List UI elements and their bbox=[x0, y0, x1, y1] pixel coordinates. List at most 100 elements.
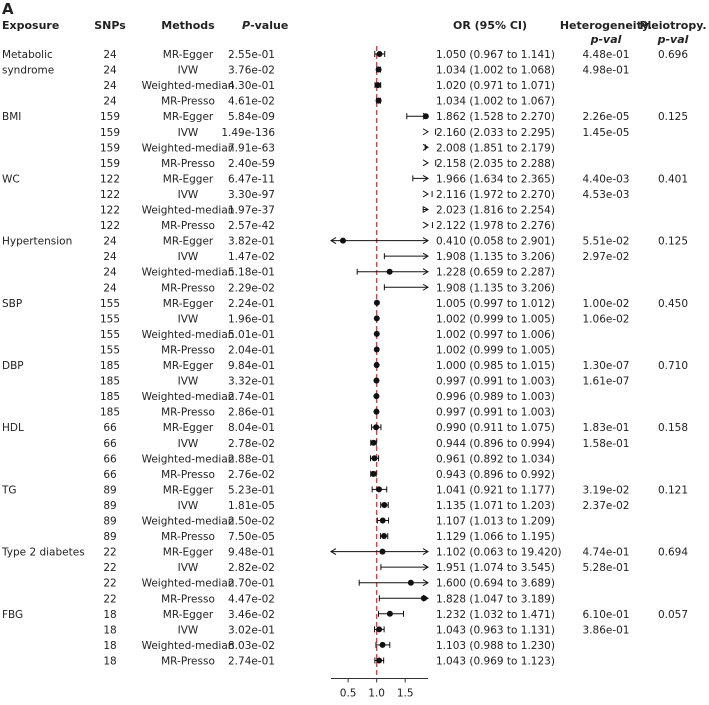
pvalue-cell: 2.70e-01 bbox=[228, 578, 275, 590]
ci-arrow-right bbox=[422, 190, 429, 198]
snps-cell: 24 bbox=[103, 65, 117, 77]
snps-cell: 66 bbox=[103, 453, 117, 465]
method-cell: Weighted-median bbox=[142, 267, 235, 279]
point-estimate bbox=[386, 268, 393, 275]
method-cell: IVW bbox=[178, 624, 199, 636]
pvalue-cell: 1.49e-136 bbox=[221, 127, 275, 139]
method-cell: MR-Egger bbox=[163, 173, 214, 185]
pvalue-cell: 3.02e-01 bbox=[228, 624, 275, 636]
snps-cell: 24 bbox=[103, 251, 117, 263]
exposure-label: Hypertension bbox=[2, 236, 72, 248]
method-cell: MR-Egger bbox=[163, 484, 214, 496]
method-cell: IVW bbox=[178, 65, 199, 77]
method-cell: MR-Egger bbox=[163, 298, 214, 310]
or-ci-cell: 1.002 (0.999 to 1.005) bbox=[436, 313, 555, 325]
method-cell: MR-Egger bbox=[163, 49, 214, 61]
heterogeneity-pval: 5.28e-01 bbox=[583, 562, 630, 574]
snps-cell: 66 bbox=[103, 438, 117, 450]
exposure-label: WC bbox=[2, 173, 20, 185]
method-cell: IVW bbox=[178, 438, 199, 450]
heterogeneity-pval: 1.61e-07 bbox=[583, 376, 630, 388]
snps-cell: 122 bbox=[100, 220, 120, 232]
header-pleiotropy-pval: p-val bbox=[657, 33, 689, 46]
snps-cell: 89 bbox=[103, 531, 116, 543]
point-estimate bbox=[373, 346, 380, 353]
header-exposure: Exposure bbox=[2, 19, 59, 32]
method-cell: Weighted-median bbox=[142, 453, 235, 465]
or-ci-cell: 1.050 (0.967 to 1.141) bbox=[436, 49, 555, 61]
pvalue-cell: 2.78e-02 bbox=[228, 438, 275, 450]
ci-arrow-right bbox=[422, 174, 429, 182]
header-heterogeneity-pval: p-val bbox=[590, 33, 622, 46]
heterogeneity-pval: 4.98e-01 bbox=[583, 65, 630, 77]
snps-cell: 24 bbox=[103, 49, 117, 61]
pvalue-cell: 7.91e-63 bbox=[228, 142, 275, 154]
snps-cell: 18 bbox=[103, 640, 116, 652]
snps-cell: 18 bbox=[103, 609, 116, 621]
method-cell: MR-Presso bbox=[161, 282, 215, 294]
method-cell: MR-Egger bbox=[163, 422, 214, 434]
pvalue-cell: 2.88e-01 bbox=[228, 453, 275, 465]
snps-cell: 89 bbox=[103, 500, 116, 512]
or-ci-cell: 2.023 (1.816 to 2.254) bbox=[436, 205, 555, 217]
snps-cell: 159 bbox=[100, 158, 120, 170]
snps-cell: 89 bbox=[103, 516, 116, 528]
or-ci-cell: 1.043 (0.963 to 1.131) bbox=[436, 624, 555, 636]
ci-arrow-right bbox=[422, 252, 429, 260]
pvalue-cell: 3.76e-02 bbox=[228, 65, 275, 77]
x-axis: 0.51.01.5Protective factorRisk factor bbox=[331, 677, 428, 699]
snps-cell: 155 bbox=[100, 313, 120, 325]
pleiotropy-pval: 0.125 bbox=[658, 236, 688, 248]
or-ci-cell: 0.961 (0.892 to 1.034) bbox=[436, 453, 555, 465]
pvalue-cell: 2.55e-01 bbox=[228, 49, 275, 61]
header-pvalue-suffix: -value bbox=[250, 19, 288, 32]
or-ci-cell: 2.008 (1.851 to 2.179) bbox=[436, 142, 555, 154]
point-estimate bbox=[375, 66, 382, 73]
heterogeneity-pval: 6.10e-01 bbox=[583, 609, 630, 621]
heterogeneity-pval: 2.97e-02 bbox=[583, 251, 630, 263]
heterogeneity-pval: 2.37e-02 bbox=[583, 500, 630, 512]
point-estimate bbox=[374, 82, 381, 89]
point-estimate bbox=[381, 533, 388, 540]
point-estimate bbox=[370, 439, 377, 446]
exposure-label: HDL bbox=[2, 422, 24, 434]
pvalue-cell: 8.04e-01 bbox=[228, 422, 275, 434]
method-cell: IVW bbox=[178, 376, 199, 388]
point-estimate bbox=[373, 362, 380, 368]
snps-cell: 66 bbox=[103, 422, 117, 434]
pleiotropy-pval: 0.158 bbox=[658, 422, 688, 434]
header-heterogeneity: Heterogeneity. bbox=[560, 19, 652, 32]
method-cell: Weighted-median bbox=[142, 329, 235, 341]
point-estimate bbox=[373, 408, 380, 415]
pvalue-cell: 1.47e-02 bbox=[228, 251, 275, 263]
snps-cell: 24 bbox=[103, 282, 117, 294]
method-cell: MR-Presso bbox=[161, 344, 215, 356]
or-ci-cell: 1.103 (0.988 to 1.230) bbox=[436, 640, 555, 652]
exposure-label: SBP bbox=[2, 298, 22, 310]
exposure-label: DBP bbox=[2, 360, 24, 372]
pvalue-cell: 2.40e-59 bbox=[228, 158, 275, 170]
or-ci-cell: 0.990 (0.911 to 1.075) bbox=[436, 422, 555, 434]
ci-arrow-right bbox=[422, 206, 429, 213]
point-estimate bbox=[407, 579, 414, 586]
point-estimate bbox=[373, 393, 380, 400]
ci-arrow-left bbox=[330, 237, 337, 245]
or-ci-cell: 1.228 (0.659 to 2.287) bbox=[436, 267, 555, 279]
point-estimate bbox=[376, 657, 383, 664]
header-pvalue-p: P bbox=[242, 19, 250, 32]
method-cell: IVW bbox=[178, 313, 199, 325]
or-ci-cell: 1.966 (1.634 to 2.365) bbox=[436, 173, 555, 185]
header-methods: Methods bbox=[161, 19, 215, 32]
pvalue-cell: 4.47e-02 bbox=[228, 593, 275, 605]
exposure-label: syndrome bbox=[2, 65, 54, 77]
method-cell: MR-Egger bbox=[163, 111, 214, 123]
method-cell: IVW bbox=[178, 251, 199, 263]
method-cell: MR-Presso bbox=[161, 158, 215, 170]
pvalue-cell: 4.61e-02 bbox=[228, 96, 275, 108]
or-ci-cell: 1.908 (1.135 to 3.206) bbox=[436, 251, 555, 263]
pleiotropy-pval: 0.696 bbox=[658, 49, 688, 61]
pleiotropy-pval: 0.125 bbox=[658, 111, 688, 123]
pvalue-cell: 2.24e-01 bbox=[228, 298, 275, 310]
method-cell: MR-Egger bbox=[163, 236, 214, 248]
header-or: OR (95% CI) bbox=[453, 19, 527, 32]
